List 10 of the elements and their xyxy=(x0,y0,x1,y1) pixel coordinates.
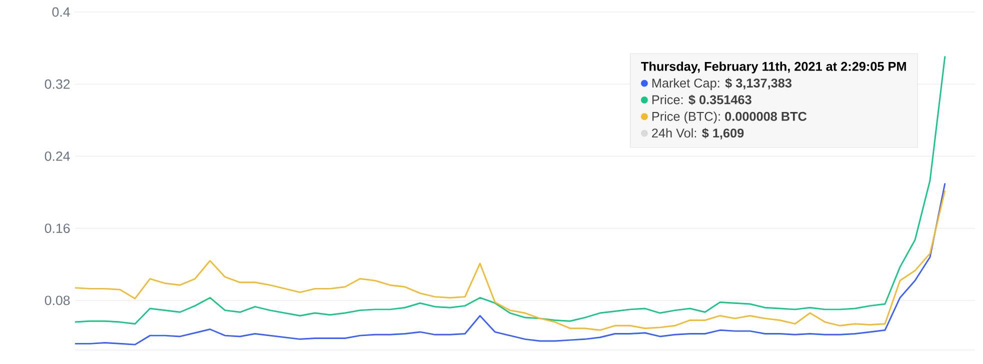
annotation: Market Cap: $ 3,137,383 xyxy=(652,78,792,90)
y-tick-label: 0.16 xyxy=(44,224,70,234)
y-tick-label: 0.32 xyxy=(44,79,70,89)
annotation: Thursday, February 11th, 2021 at 2:29:05 PM xyxy=(641,62,906,74)
annotation: Price: $ 0.351463 xyxy=(652,94,752,106)
annotation: 24h Vol: $ 1,609 xyxy=(652,128,744,140)
y-tick-label: 0.08 xyxy=(44,296,70,306)
y-tick-label: 0.24 xyxy=(44,151,70,161)
y-tick-label: 0.4 xyxy=(52,7,70,17)
annotation: Price (BTC): 0.000008 BTC xyxy=(652,112,807,124)
